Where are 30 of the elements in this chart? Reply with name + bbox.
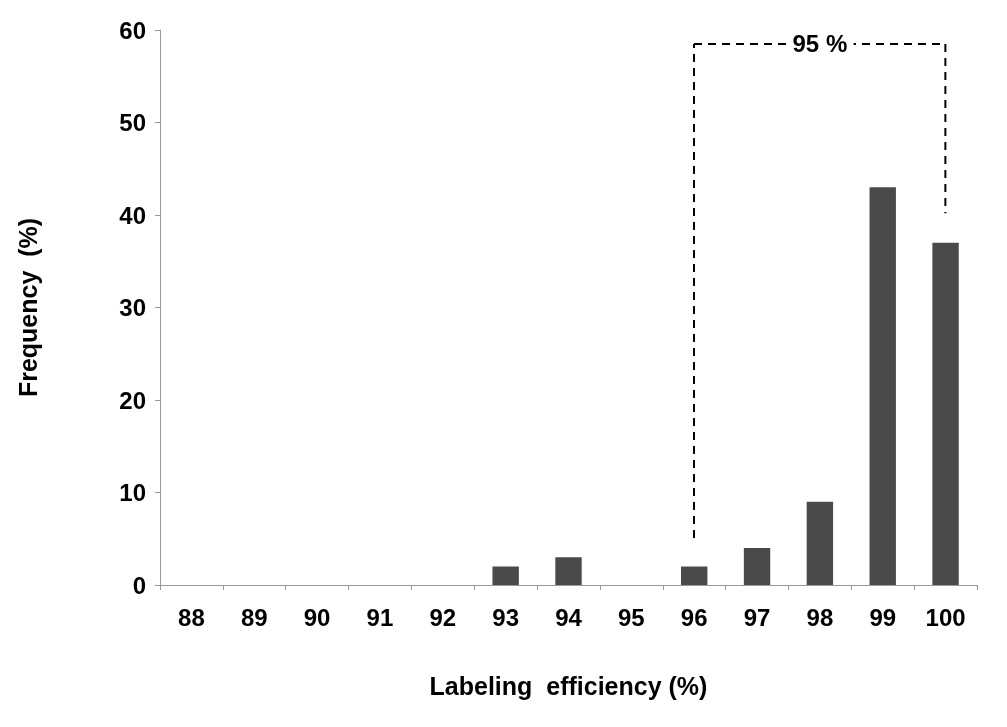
x-tick-label: 95 bbox=[617, 603, 645, 631]
bar bbox=[743, 548, 771, 585]
y-tick-label: 20 bbox=[119, 386, 146, 414]
y-tick-label: 30 bbox=[119, 294, 146, 321]
x-tick-label: 92 bbox=[429, 603, 457, 631]
y-tick-label: 40 bbox=[119, 201, 146, 229]
y-tick-label: 50 bbox=[119, 109, 146, 136]
y-tick-label: 0 bbox=[132, 571, 146, 599]
x-tick-label: 98 bbox=[806, 603, 834, 631]
x-tick-label: 99 bbox=[869, 603, 897, 631]
bar bbox=[932, 242, 959, 585]
y-tick-label: 10 bbox=[119, 479, 146, 506]
x-tick-label: 91 bbox=[366, 603, 394, 631]
x-axis-title: Labeling efficiency (%) bbox=[429, 671, 708, 700]
bar bbox=[492, 566, 519, 585]
x-tick-label: 97 bbox=[743, 603, 771, 631]
x-tick-label: 88 bbox=[178, 603, 205, 631]
x-tick-label: 89 bbox=[240, 603, 268, 631]
x-tick-label: 93 bbox=[492, 603, 520, 631]
y-axis-title: Frequency (%) bbox=[13, 217, 42, 398]
bar bbox=[869, 187, 896, 585]
annotation: 95 % bbox=[786, 29, 854, 58]
bar bbox=[680, 566, 708, 585]
x-tick-label: 94 bbox=[555, 603, 583, 631]
x-tick-label: 90 bbox=[303, 603, 331, 631]
bar bbox=[555, 557, 582, 585]
x-tick-label: 96 bbox=[680, 603, 708, 631]
bar bbox=[806, 501, 834, 585]
y-tick-label: 60 bbox=[119, 16, 146, 44]
x-tick-label: 100 bbox=[925, 603, 966, 631]
